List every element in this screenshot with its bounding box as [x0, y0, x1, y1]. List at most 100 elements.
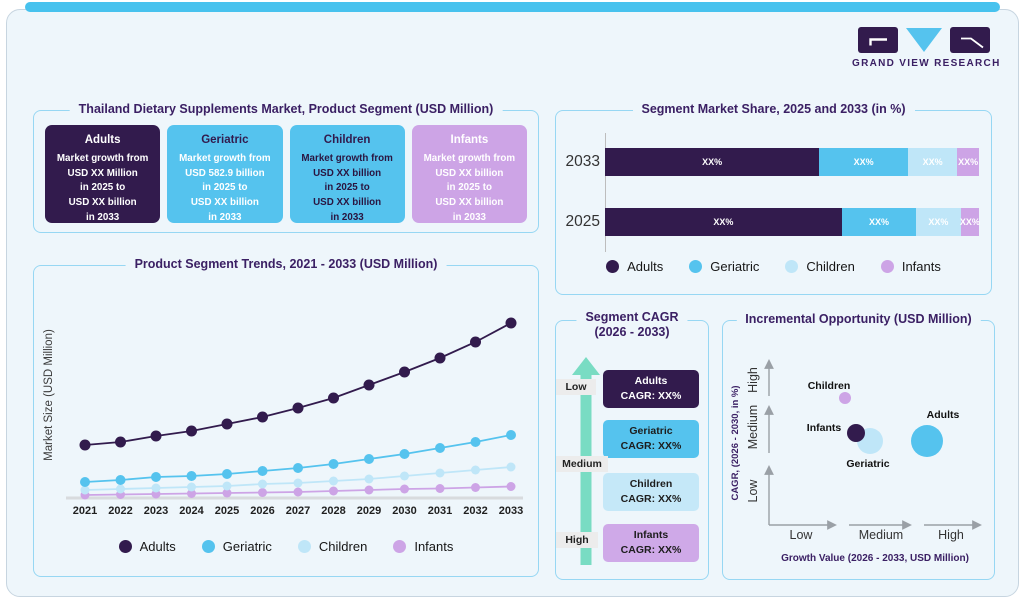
- share-segment-adults: XX%: [605, 208, 842, 236]
- cagr-card-title: Infants: [633, 529, 669, 542]
- share-segment-value: XX%: [958, 157, 979, 167]
- cagr-scale-low: Low: [556, 379, 596, 395]
- svg-text:2027: 2027: [286, 505, 310, 517]
- share-segment-children: XX%: [916, 208, 961, 236]
- cagr-scale-medium: Medium: [556, 456, 608, 472]
- segment-card-title: Adults: [84, 134, 121, 146]
- segment-card-title: Geriatric: [201, 134, 249, 146]
- trends-legend: Adults Geriatric Children Infants: [34, 539, 538, 554]
- svg-text:Medium: Medium: [746, 405, 760, 449]
- segment-card-adults: Adults Market growth from USD XX Million…: [45, 125, 161, 223]
- bubble-label: Adults: [927, 409, 960, 421]
- panel-cagr: Segment CAGR (2026 - 2033) Low Medium Hi…: [555, 310, 709, 580]
- svg-text:2025: 2025: [215, 505, 239, 517]
- panel-trends-title: Product Segment Trends, 2021 - 2033 (USD…: [125, 257, 447, 272]
- bubble-label: Infants: [807, 422, 842, 434]
- svg-text:High: High: [746, 367, 760, 393]
- panel-trends: Product Segment Trends, 2021 - 2033 (USD…: [33, 257, 539, 577]
- segment-cards: Adults Market growth from USD XX Million…: [34, 111, 538, 223]
- cagr-card-title: Children: [629, 478, 673, 491]
- share-axis-line: [605, 133, 606, 252]
- legend-dot-icon: [393, 540, 407, 553]
- legend-item-infants: Infants: [393, 539, 453, 554]
- legend-label: Adults: [139, 539, 176, 554]
- legend-dot-icon: [785, 260, 799, 273]
- legend-dot-icon: [201, 540, 215, 553]
- bubble-label: Children: [808, 380, 851, 392]
- panel-incremental-opportunity: Incremental Opportunity (USD Million) Lo…: [722, 312, 995, 580]
- panel-incremental-title: Incremental Opportunity (USD Million): [736, 312, 981, 327]
- svg-text:Low: Low: [746, 479, 760, 503]
- bubble-infants: [847, 424, 865, 442]
- cagr-card-children: Children CAGR: XX%: [603, 473, 699, 511]
- legend-dot-icon: [689, 260, 703, 273]
- share-segment-infants: XX%: [957, 148, 979, 176]
- cagr-card-geriatric: Geriatric CAGR: XX%: [603, 420, 699, 458]
- svg-text:2032: 2032: [463, 505, 487, 517]
- brand-logo-marks: [852, 27, 995, 53]
- svg-text:High: High: [938, 528, 964, 542]
- panel-market-share: Segment Market Share, 2025 and 2033 (in …: [555, 102, 992, 295]
- trends-line-chart: 2021 2022 2023 2024 2025 2026 2027 2028 2029 2030…: [66, 317, 523, 517]
- legend-label: Geriatric: [222, 539, 272, 554]
- share-segment-value: XX%: [853, 157, 874, 167]
- bubble-label: Geriatric: [846, 458, 889, 470]
- logo-r-icon: [949, 27, 990, 53]
- svg-text:2023: 2023: [144, 505, 168, 517]
- legend-dot-icon: [118, 540, 132, 553]
- share-segment-value: XX%: [959, 217, 980, 227]
- brand-logo: GRAND VIEW RESEARCH: [852, 27, 1001, 69]
- segment-card-geriatric: Geriatric Market growth from USD 582.9 b…: [167, 125, 283, 223]
- bubble-adults: [911, 425, 943, 457]
- share-segment-geriatric: XX%: [819, 148, 908, 176]
- panel-cagr-title: Segment CAGR (2026 - 2033): [576, 310, 688, 340]
- legend-label: Infants: [414, 539, 454, 554]
- cagr-card-title: Geriatric: [629, 425, 673, 438]
- legend-item-children: Children: [785, 259, 855, 274]
- segment-card-children: Children Market growth from USD XX billi…: [289, 125, 405, 223]
- share-segment-adults: XX%: [605, 148, 820, 176]
- trends-y-axis-label: Market Size (USD Million): [43, 329, 55, 461]
- share-segment-value: XX%: [713, 217, 734, 227]
- svg-text:2021: 2021: [73, 505, 97, 517]
- share-segment-value: XX%: [868, 217, 889, 227]
- logo-g-icon: [857, 27, 898, 53]
- svg-text:Low: Low: [790, 528, 814, 542]
- legend-label: Adults: [627, 259, 664, 274]
- cagr-card-value: CAGR: XX%: [620, 493, 682, 505]
- cagr-card-infants: Infants CAGR: XX%: [603, 524, 699, 562]
- cagr-card-title: Adults: [634, 375, 668, 388]
- legend-dot-icon: [880, 260, 894, 273]
- svg-text:CAGR, (2026 - 2030, in %): CAGR, (2026 - 2030, in %): [730, 385, 741, 500]
- legend-item-children: Children: [297, 539, 367, 554]
- share-segment-geriatric: XX%: [841, 208, 917, 236]
- svg-text:2030: 2030: [392, 505, 416, 517]
- segment-card-body: Market growth from USD 582.9 billion in …: [179, 153, 271, 223]
- segment-card-infants: Infants Market growth from USD XX billio…: [411, 125, 527, 223]
- segment-card-title: Children: [323, 134, 371, 146]
- svg-text:2031: 2031: [428, 505, 452, 517]
- share-segment-infants: XX%: [959, 208, 980, 236]
- legend-label: Infants: [901, 259, 941, 274]
- svg-text:2033: 2033: [499, 505, 523, 517]
- share-segment-value: XX%: [928, 217, 949, 227]
- share-segment-value: XX%: [702, 157, 723, 167]
- cagr-card-value: CAGR: XX%: [620, 390, 682, 402]
- legend-item-adults: Adults: [118, 539, 176, 554]
- panel-cagr-title-line1: Segment CAGR: [585, 310, 679, 324]
- legend-dot-icon: [606, 260, 620, 273]
- svg-text:2024: 2024: [179, 505, 204, 517]
- panel-cagr-title-line2: (2026 - 2033): [594, 325, 670, 339]
- svg-text:2026: 2026: [250, 505, 274, 517]
- svg-text:2029: 2029: [357, 505, 381, 517]
- legend-label: Children: [806, 259, 855, 274]
- panel-product-segment: Thailand Dietary Supplements Market, Pro…: [33, 102, 539, 233]
- segment-card-body: Market growth from USD XX billion in 202…: [301, 153, 393, 223]
- cagr-card-value: CAGR: XX%: [620, 544, 682, 556]
- brand-name: GRAND VIEW RESEARCH: [852, 58, 1001, 69]
- cagr-scale-high: High: [556, 532, 598, 548]
- segment-card-body: Market growth from USD XX billion in 202…: [423, 153, 516, 223]
- share-year-label: 2033: [565, 153, 600, 170]
- incremental-bubble-chart: Low Medium High Low Medium High CAGR, (2026 - …: [730, 359, 982, 564]
- legend-item-adults: Adults: [606, 259, 663, 274]
